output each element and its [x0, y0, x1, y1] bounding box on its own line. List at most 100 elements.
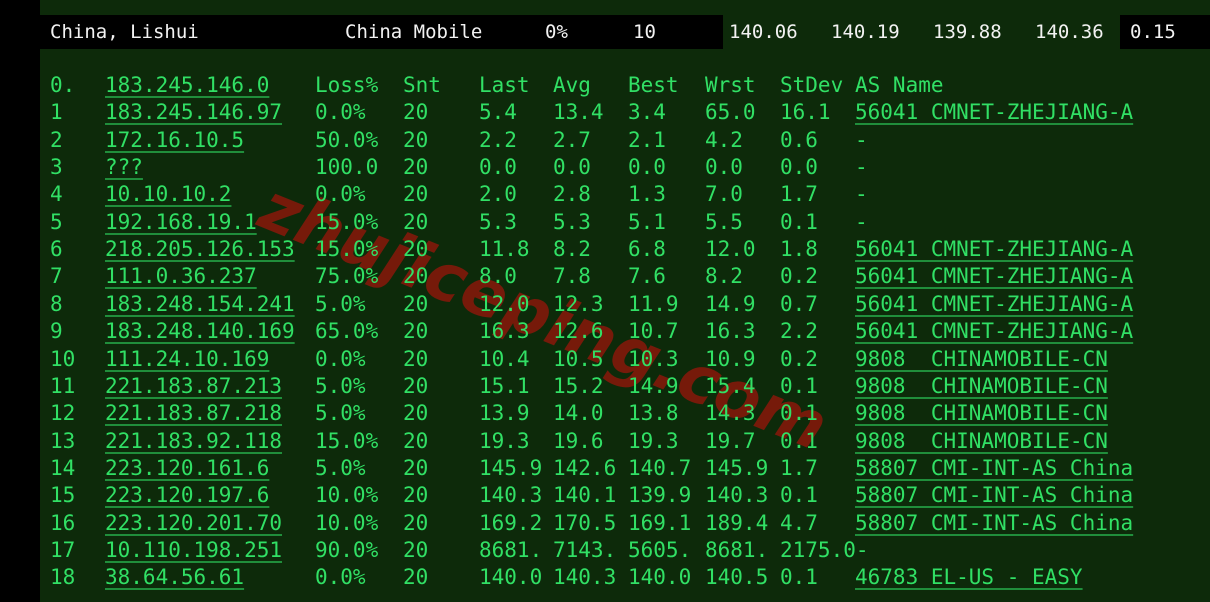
- stdev-ms: 0.1: [780, 428, 818, 453]
- wrst-ms: 14.9: [705, 291, 756, 316]
- as-name-link[interactable]: 58807 CMI-INT-AS China: [855, 483, 1134, 508]
- stdev-ms: 16.1: [780, 100, 831, 125]
- hop-number: 2: [50, 127, 63, 152]
- wrst-ms: 10.9: [705, 346, 756, 371]
- ip-address-link[interactable]: 183.245.146.97: [105, 100, 283, 125]
- loss-pct: 15.0%: [315, 209, 379, 234]
- ip-address-link[interactable]: 111.24.10.169: [105, 346, 270, 371]
- wrst-ms: Wrst: [705, 73, 756, 97]
- summary-provider: China Mobile: [345, 21, 483, 43]
- summary-avg-2: 140.19: [831, 21, 900, 43]
- snt-count: 20: [403, 182, 429, 207]
- ip-address-link[interactable]: 183.248.140.169: [105, 319, 295, 344]
- as-name-link[interactable]: 58807 CMI-INT-AS China: [855, 455, 1134, 480]
- ip-address-link[interactable]: 172.16.10.5: [105, 127, 245, 152]
- ip-address-link[interactable]: 223.120.201.70: [105, 510, 283, 535]
- best-ms: Best: [628, 73, 679, 97]
- best-ms: 169.1: [628, 510, 692, 535]
- summary-avg-4: 140.36: [1035, 21, 1104, 43]
- as-name-link[interactable]: 9808 CHINAMOBILE-CN: [855, 346, 1108, 371]
- as-name-link[interactable]: 56041 CMNET-ZHEJIANG-A: [855, 237, 1134, 262]
- loss-pct: 75.0%: [315, 264, 379, 289]
- ip-address-link[interactable]: 183.245.146.0: [105, 73, 270, 97]
- ip-address-link[interactable]: 192.168.19.1: [105, 209, 257, 234]
- summary-location: China, Lishui: [50, 21, 199, 43]
- snt-count: 20: [403, 209, 429, 234]
- hop-number: 3: [50, 155, 63, 180]
- as-name-link[interactable]: 58807 CMI-INT-AS China: [855, 510, 1134, 535]
- wrst-ms: 140.5: [705, 565, 769, 590]
- wrst-ms: 145.9: [705, 455, 769, 480]
- table-header-row: 0. 183.245.146.0 Loss% Snt Last Avg Best Wrst St…: [0, 72, 1210, 99]
- loss-pct: 10.0%: [315, 510, 379, 535]
- wrst-ms: 4.2: [705, 127, 743, 152]
- table-row: 2 172.16.10.5 50.0% 20 2.2 2.7 2.1 4.2 0.6 -: [0, 127, 1210, 154]
- ip-address-link[interactable]: 111.0.36.237: [105, 264, 257, 289]
- avg-ms: 140.3: [553, 565, 617, 590]
- ip-address-link[interactable]: 221.183.87.213: [105, 373, 283, 398]
- table-row: 11 221.183.87.213 5.0% 20 15.1 15.2 14.9 15.4 0.…: [0, 373, 1210, 400]
- loss-pct: 15.0%: [315, 237, 379, 262]
- ip-address-link[interactable]: 10.110.198.251: [105, 537, 283, 562]
- summary-stdev: 0.15: [1130, 21, 1176, 43]
- hop-number: 1: [50, 100, 63, 125]
- summary-avg-3: 139.88: [933, 21, 1002, 43]
- snt-count: 20: [403, 510, 429, 535]
- ip-address-link[interactable]: 221.183.92.118: [105, 428, 283, 453]
- loss-pct: 5.0%: [315, 455, 366, 480]
- ip-address-link[interactable]: 38.64.56.61: [105, 565, 245, 590]
- snt-count: 20: [403, 319, 429, 344]
- wrst-ms: 140.3: [705, 483, 769, 508]
- table-row: 5 192.168.19.1 15.0% 20 5.3 5.3 5.1 5.5 0.1 -: [0, 209, 1210, 236]
- ip-address-link[interactable]: 218.205.126.153: [105, 237, 295, 262]
- ip-address-link[interactable]: 183.248.154.241: [105, 291, 295, 316]
- summary-loss: 0%: [545, 21, 568, 43]
- table-row: 1 183.245.146.97 0.0% 20 5.4 13.4 3.4 65.0 16.1 5…: [0, 99, 1210, 126]
- avg-ms: 0.0: [553, 155, 591, 180]
- table-row: 16 223.120.201.70 10.0% 20 169.2 170.5 169.1 18…: [0, 510, 1210, 537]
- stdev-ms: 2.2: [780, 319, 818, 344]
- avg-ms: 14.0: [553, 401, 604, 426]
- table-row: 18 38.64.56.61 0.0% 20 140.0 140.3 140.0 140.5 0…: [0, 564, 1210, 591]
- as-name-link[interactable]: 9808 CHINAMOBILE-CN: [855, 373, 1108, 398]
- avg-ms: 142.6: [553, 455, 617, 480]
- loss-pct: 5.0%: [315, 373, 366, 398]
- hop-number: 7: [50, 264, 63, 289]
- stdev-ms: 2175.0-: [780, 537, 869, 562]
- table-row: 4 10.10.10.2 0.0% 20 2.0 2.8 1.3 7.0 1.7 -: [0, 181, 1210, 208]
- hop-number: 6: [50, 237, 63, 262]
- ip-address-link[interactable]: 223.120.161.6: [105, 455, 270, 480]
- table-row: 3??? 100.0 20 0.0 0.0 0.0 0.0 0.0 -: [0, 154, 1210, 181]
- as-name-link[interactable]: 56041 CMNET-ZHEJIANG-A: [855, 319, 1134, 344]
- last-ms: 19.3: [479, 428, 530, 453]
- hop-number: 5: [50, 209, 63, 234]
- snt-count: 20: [403, 373, 429, 398]
- wrst-ms: 16.3: [705, 319, 756, 344]
- snt-count: 20: [403, 155, 429, 180]
- loss-pct: 90.0%: [315, 537, 379, 562]
- as-name-link[interactable]: 56041 CMNET-ZHEJIANG-A: [855, 264, 1134, 289]
- wrst-ms: 12.0: [705, 237, 756, 262]
- ip-address-link[interactable]: 221.183.87.218: [105, 401, 283, 426]
- as-name-link[interactable]: 9808 CHINAMOBILE-CN: [855, 401, 1108, 426]
- snt-count: 20: [403, 237, 429, 262]
- ip-address-link[interactable]: 223.120.197.6: [105, 483, 270, 508]
- as-name-link[interactable]: 9808 CHINAMOBILE-CN: [855, 428, 1108, 453]
- as-name-link[interactable]: 46783 EL-US - EASY: [855, 565, 1083, 590]
- avg-ms: 5.3: [553, 209, 591, 234]
- summary-sent: 10: [633, 21, 656, 43]
- best-ms: 19.3: [628, 428, 679, 453]
- snt-count: 20: [403, 127, 429, 152]
- loss-pct: 0.0%: [315, 346, 366, 371]
- stdev-ms: 1.8: [780, 237, 818, 262]
- as-name-link[interactable]: 56041 CMNET-ZHEJIANG-A: [855, 291, 1134, 316]
- stdev-ms: 0.1: [780, 565, 818, 590]
- table-row: 9 183.248.140.169 65.0% 20 16.3 12.6 10.7 16.3 2…: [0, 318, 1210, 345]
- hop-number: 16: [50, 510, 76, 535]
- as-name-link[interactable]: 56041 CMNET-ZHEJIANG-A: [855, 100, 1134, 125]
- stdev-ms: 0.7: [780, 291, 818, 316]
- ip-address-link[interactable]: ???: [105, 155, 143, 180]
- ip-address-link[interactable]: 10.10.10.2: [105, 182, 232, 207]
- best-ms: 13.8: [628, 401, 679, 426]
- summary-stdev-background: [1120, 15, 1210, 49]
